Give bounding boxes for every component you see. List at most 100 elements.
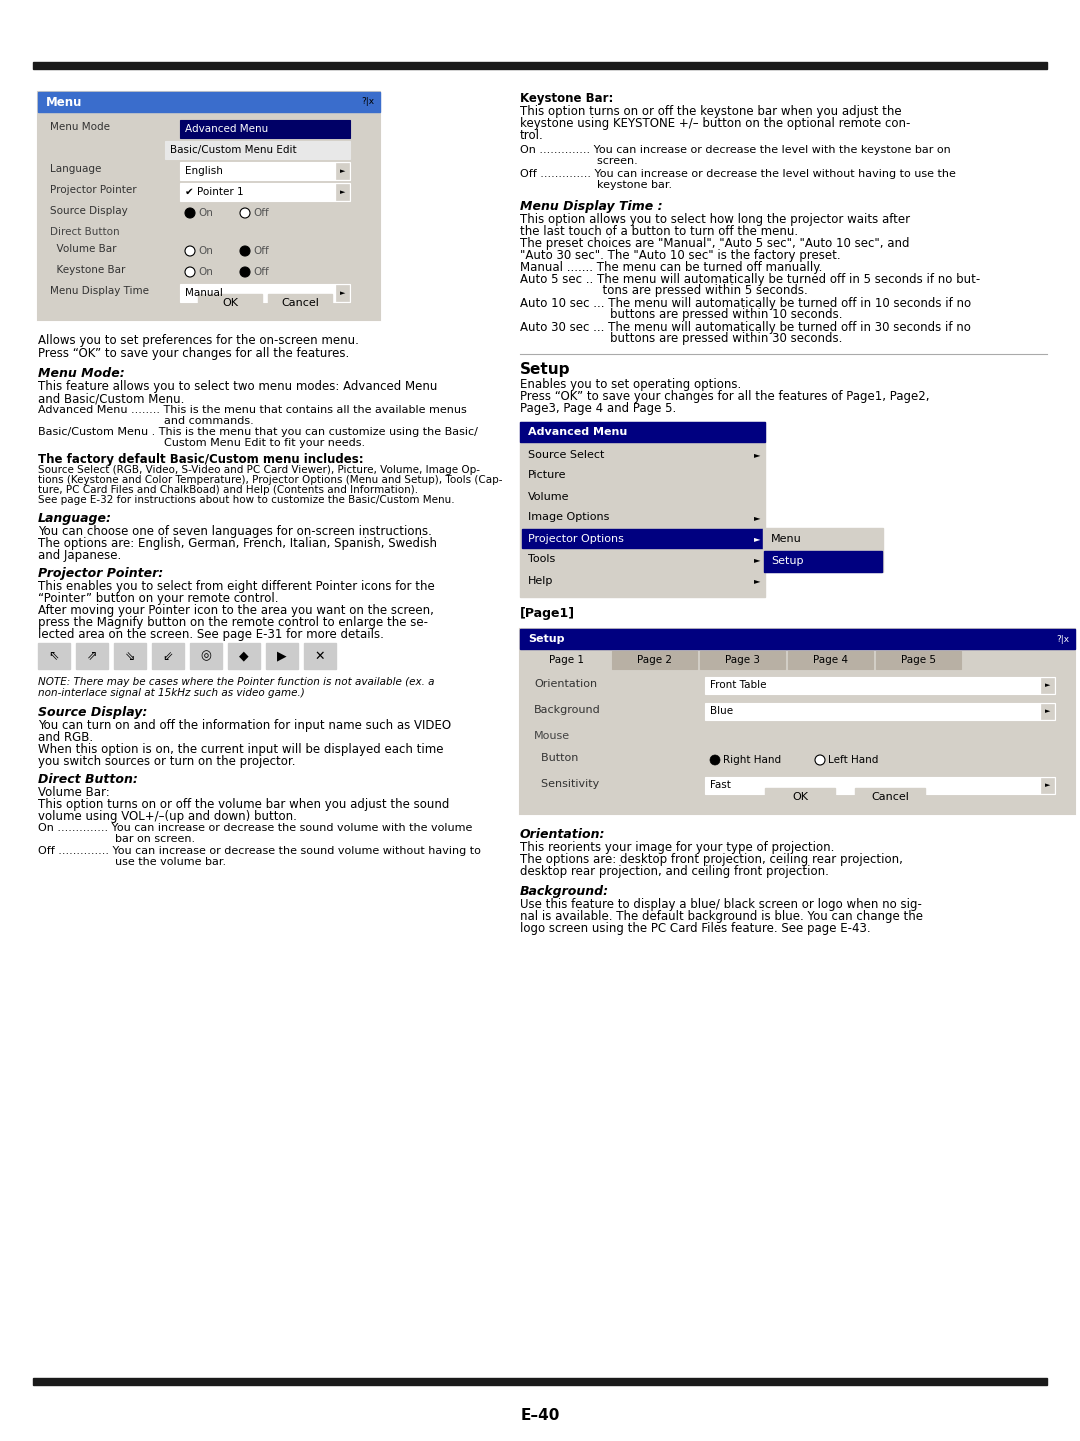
Text: Projector Pointer: Projector Pointer	[50, 184, 137, 195]
Bar	[114, 643, 146, 669]
Text: ⇘: ⇘	[125, 650, 135, 663]
Text: Menu Mode: Menu Mode	[50, 122, 110, 133]
Text: ⇙: ⇙	[163, 650, 173, 663]
Text: ►: ►	[340, 169, 346, 174]
Text: Press “OK” to save your changes for all the features.: Press “OK” to save your changes for all …	[38, 347, 349, 360]
Text: ►: ►	[754, 535, 760, 543]
Text: ►: ►	[754, 513, 760, 522]
Text: NOTE: There may be cases where the Pointer function is not available (ex. a: NOTE: There may be cases where the Point…	[38, 677, 434, 687]
Circle shape	[815, 755, 825, 765]
Bar	[1041, 778, 1054, 793]
Text: logo screen using the PC Card Files feature. See page E-43.: logo screen using the PC Card Files feat…	[519, 922, 870, 935]
Bar	[762, 527, 883, 572]
Bar	[788, 651, 873, 669]
Text: bar on screen.: bar on screen.	[38, 834, 195, 844]
Text: Source Display:: Source Display:	[38, 706, 147, 719]
Bar	[876, 651, 961, 669]
Text: You can choose one of seven languages for on-screen instructions.: You can choose one of seven languages fo…	[38, 525, 432, 537]
Bar	[855, 788, 924, 806]
Text: and Basic/Custom Menu.: and Basic/Custom Menu.	[38, 392, 185, 405]
Circle shape	[240, 246, 249, 256]
Text: Volume: Volume	[528, 491, 569, 501]
Text: Advanced Menu: Advanced Menu	[528, 427, 627, 437]
Text: Keystone Bar:: Keystone Bar:	[519, 92, 613, 105]
Text: Language:: Language:	[38, 512, 112, 525]
Circle shape	[185, 208, 195, 218]
Text: desktop rear projection, and ceiling front projection.: desktop rear projection, and ceiling fro…	[519, 865, 828, 878]
Text: ◆: ◆	[239, 650, 248, 663]
Text: Menu Display Time: Menu Display Time	[50, 285, 149, 295]
Bar	[180, 161, 350, 180]
Text: Advanced Menu: Advanced Menu	[185, 124, 268, 134]
Bar	[266, 643, 298, 669]
Text: Custom Menu Edit to fit your needs.: Custom Menu Edit to fit your needs.	[38, 438, 365, 448]
Bar	[336, 285, 349, 301]
Text: ture, PC Card Files and ChalkBoad) and Help (Contents and Information).: ture, PC Card Files and ChalkBoad) and H…	[38, 486, 418, 496]
Text: ►: ►	[754, 555, 760, 563]
Bar	[76, 643, 108, 669]
Text: Setup: Setup	[528, 634, 565, 644]
Bar	[519, 630, 1075, 648]
Circle shape	[240, 267, 249, 277]
Text: Picture: Picture	[528, 471, 567, 480]
Text: When this option is on, the current input will be displayed each time: When this option is on, the current inpu…	[38, 744, 444, 757]
Text: Manual ....... The menu can be turned off manually.: Manual ....... The menu can be turned of…	[519, 261, 822, 274]
Text: ?|x: ?|x	[1056, 634, 1069, 644]
Text: Enables you to set operating options.: Enables you to set operating options.	[519, 378, 741, 391]
Text: the last touch of a button to turn off the menu.: the last touch of a button to turn off t…	[519, 225, 798, 238]
Text: ►: ►	[754, 576, 760, 585]
Text: Source Select (RGB, Video, S-Video and PC Card Viewer), Picture, Volume, Image O: Source Select (RGB, Video, S-Video and P…	[38, 465, 480, 476]
Text: Menu: Menu	[46, 95, 82, 108]
Text: You can turn on and off the information for input name such as VIDEO: You can turn on and off the information …	[38, 719, 451, 732]
Text: Button: Button	[534, 754, 579, 762]
Bar	[152, 643, 184, 669]
Text: Auto 10 sec ... The menu will automatically be turned off in 10 seconds if no: Auto 10 sec ... The menu will automatica…	[519, 297, 971, 310]
Text: English: English	[185, 166, 222, 176]
Text: and RGB.: and RGB.	[38, 731, 93, 744]
Text: Source Display: Source Display	[50, 206, 127, 216]
Text: ✔ Pointer 1: ✔ Pointer 1	[185, 187, 244, 197]
Bar	[180, 284, 350, 303]
Text: Blue: Blue	[710, 706, 733, 716]
Text: This option allows you to select how long the projector waits after: This option allows you to select how lon…	[519, 213, 910, 226]
Text: Page 3: Page 3	[725, 656, 760, 664]
Text: Page 1: Page 1	[549, 656, 584, 664]
Text: use the volume bar.: use the volume bar.	[38, 857, 226, 867]
Text: Page 2: Page 2	[637, 656, 672, 664]
Text: See page E-32 for instructions about how to customize the Basic/Custom Menu.: See page E-32 for instructions about how…	[38, 496, 455, 504]
Text: ►: ►	[340, 189, 346, 195]
Text: Volume Bar:: Volume Bar:	[38, 785, 110, 798]
Text: Tools: Tools	[528, 555, 555, 565]
Text: Right Hand: Right Hand	[723, 755, 781, 765]
Bar	[33, 1378, 1047, 1385]
Bar	[705, 703, 1055, 720]
Text: ►: ►	[1045, 708, 1051, 713]
Text: Front Table: Front Table	[710, 680, 767, 690]
Text: keystone using KEYSTONE +/– button on the optional remote con-: keystone using KEYSTONE +/– button on th…	[519, 117, 910, 130]
Text: Volume Bar: Volume Bar	[50, 244, 117, 254]
Circle shape	[185, 267, 195, 277]
Bar	[190, 643, 222, 669]
Text: ✕: ✕	[314, 650, 325, 663]
Text: Manual: Manual	[185, 288, 222, 298]
Bar	[522, 529, 762, 548]
Text: Off: Off	[253, 267, 269, 277]
Text: Source Select: Source Select	[528, 450, 605, 460]
Text: lected area on the screen. See page E-31 for more details.: lected area on the screen. See page E-31…	[38, 628, 383, 641]
Text: The options are: English, German, French, Italian, Spanish, Swedish: The options are: English, German, French…	[38, 537, 437, 550]
Text: Projector Options: Projector Options	[528, 533, 624, 543]
Circle shape	[710, 755, 720, 765]
Text: non-interlace signal at 15kHz such as video game.): non-interlace signal at 15kHz such as vi…	[38, 687, 305, 697]
Text: Page 5: Page 5	[901, 656, 936, 664]
Text: This reorients your image for your type of projection.: This reorients your image for your type …	[519, 842, 835, 855]
Text: Basic/Custom Menu Edit: Basic/Custom Menu Edit	[170, 146, 297, 156]
Text: ►: ►	[754, 450, 760, 460]
Bar	[38, 92, 380, 320]
Text: Off: Off	[253, 246, 269, 256]
Text: Use this feature to display a blue/ black screen or logo when no sig-: Use this feature to display a blue/ blac…	[519, 898, 922, 911]
Text: ◎: ◎	[201, 650, 212, 663]
Text: Press “OK” to save your changes for all the features of Page1, Page2,: Press “OK” to save your changes for all …	[519, 391, 930, 403]
Text: Direct Button: Direct Button	[50, 228, 120, 236]
Text: E–40: E–40	[521, 1408, 559, 1422]
Text: Off: Off	[253, 208, 269, 218]
